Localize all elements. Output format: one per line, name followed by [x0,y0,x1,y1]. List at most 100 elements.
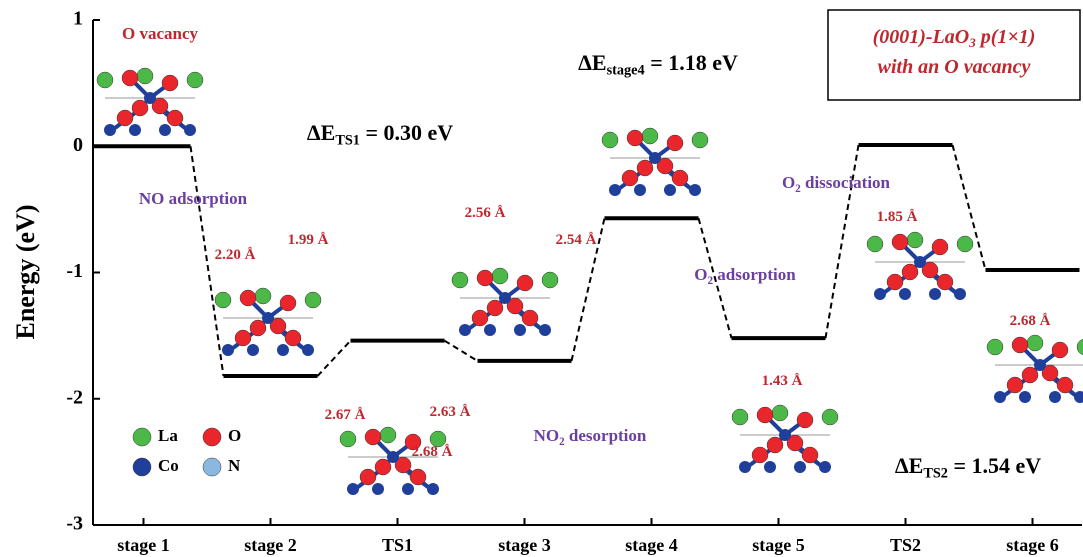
structure [97,68,203,136]
atom [240,290,256,306]
atom [184,124,196,136]
atom [402,483,414,495]
atom [887,274,903,290]
annotation-text: 1.99 Å [288,232,329,248]
annotation: O2 adsorption [694,265,796,287]
x-tick-label: stage 3 [498,535,551,555]
atom [159,124,171,136]
x-tick-label: stage 5 [752,535,805,555]
atom [954,288,966,300]
connector [445,341,478,361]
atom [932,239,948,255]
atom [1007,377,1023,393]
atom [1034,359,1046,371]
annotation-text: O vacancy [122,24,199,43]
atom [280,295,296,311]
atom [1052,342,1068,358]
atom [819,461,831,473]
legend-swatch [133,428,151,446]
annotation-text: 2.56 Å [465,205,506,221]
annotation-tail: dissociation [801,173,891,192]
annotation-text: 2.54 Å [556,232,597,248]
atom [692,132,708,148]
annotation-tail: = 1.18 eV [645,50,738,75]
structure [340,427,446,495]
atom [732,409,748,425]
y-tick-label: 1 [73,8,83,30]
atom [892,234,908,250]
y-tick-label: -1 [66,260,83,282]
atom [144,92,156,104]
annotation: ΔETS2 = 1.54 eV [895,453,1041,482]
structure [602,128,708,196]
atom [262,312,274,324]
annotation-text: 2.68 Å [412,444,453,460]
atom [247,344,259,356]
box-text-text: (0001)-LaO [873,26,970,48]
atom [215,292,231,308]
atom [187,72,203,88]
atom [602,132,618,148]
legend-swatch [203,428,221,446]
atom [649,152,661,164]
atom [994,391,1006,403]
structure [867,232,973,300]
atom [867,236,883,252]
structure [987,335,1083,403]
y-tick-label: -3 [66,513,83,535]
atom [104,124,116,136]
atom [1049,391,1061,403]
annotation: 2.56 Å [465,205,506,221]
atom [365,429,381,445]
atom [739,461,751,473]
atom [772,405,788,421]
atom [347,483,359,495]
atom [1022,367,1038,383]
atom [492,268,508,284]
atom [779,429,791,441]
atom [522,310,538,326]
annotation-tail: desorption [565,426,647,445]
atom [1057,377,1073,393]
atom [937,274,953,290]
atom [137,68,153,84]
x-tick-label: stage 6 [1006,535,1059,555]
atom [689,184,701,196]
annotation-text: 2.67 Å [325,407,366,423]
atom [302,344,314,356]
atom [340,431,356,447]
atom [642,128,658,144]
annotation: 2.68 Å [1010,313,1051,329]
connector [318,341,351,376]
atom [752,447,768,463]
atom [122,70,138,86]
annotation-text: ΔE [307,120,335,145]
annotation-text: 1.85 Å [877,209,918,225]
atom [1019,391,1031,403]
annotation: 1.99 Å [288,232,329,248]
x-tick-label: stage 1 [117,535,170,555]
annotation: NO2 desorption [534,426,647,448]
atom [634,184,646,196]
annotation-sub: stage4 [607,63,645,79]
annotation: 2.68 Å [412,444,453,460]
atom [764,461,776,473]
connector [953,145,986,270]
atom [514,324,526,336]
annotation-tail: adsorption [713,265,796,284]
atom [822,409,838,425]
atom [797,412,813,428]
atom [372,483,384,495]
structure [215,288,321,356]
atom [767,437,783,453]
legend-label: Co [158,456,179,475]
annotation: ΔETS1 = 0.30 eV [307,120,453,149]
atom [1012,337,1028,353]
atom [285,330,301,346]
atom [97,72,113,88]
atom [627,130,643,146]
legend-swatch [133,458,151,476]
y-tick-label: 0 [73,134,83,156]
chart: Energy (eV) -3-2-101stage 1stage 2TS1sta… [0,0,1083,557]
atom [487,300,503,316]
